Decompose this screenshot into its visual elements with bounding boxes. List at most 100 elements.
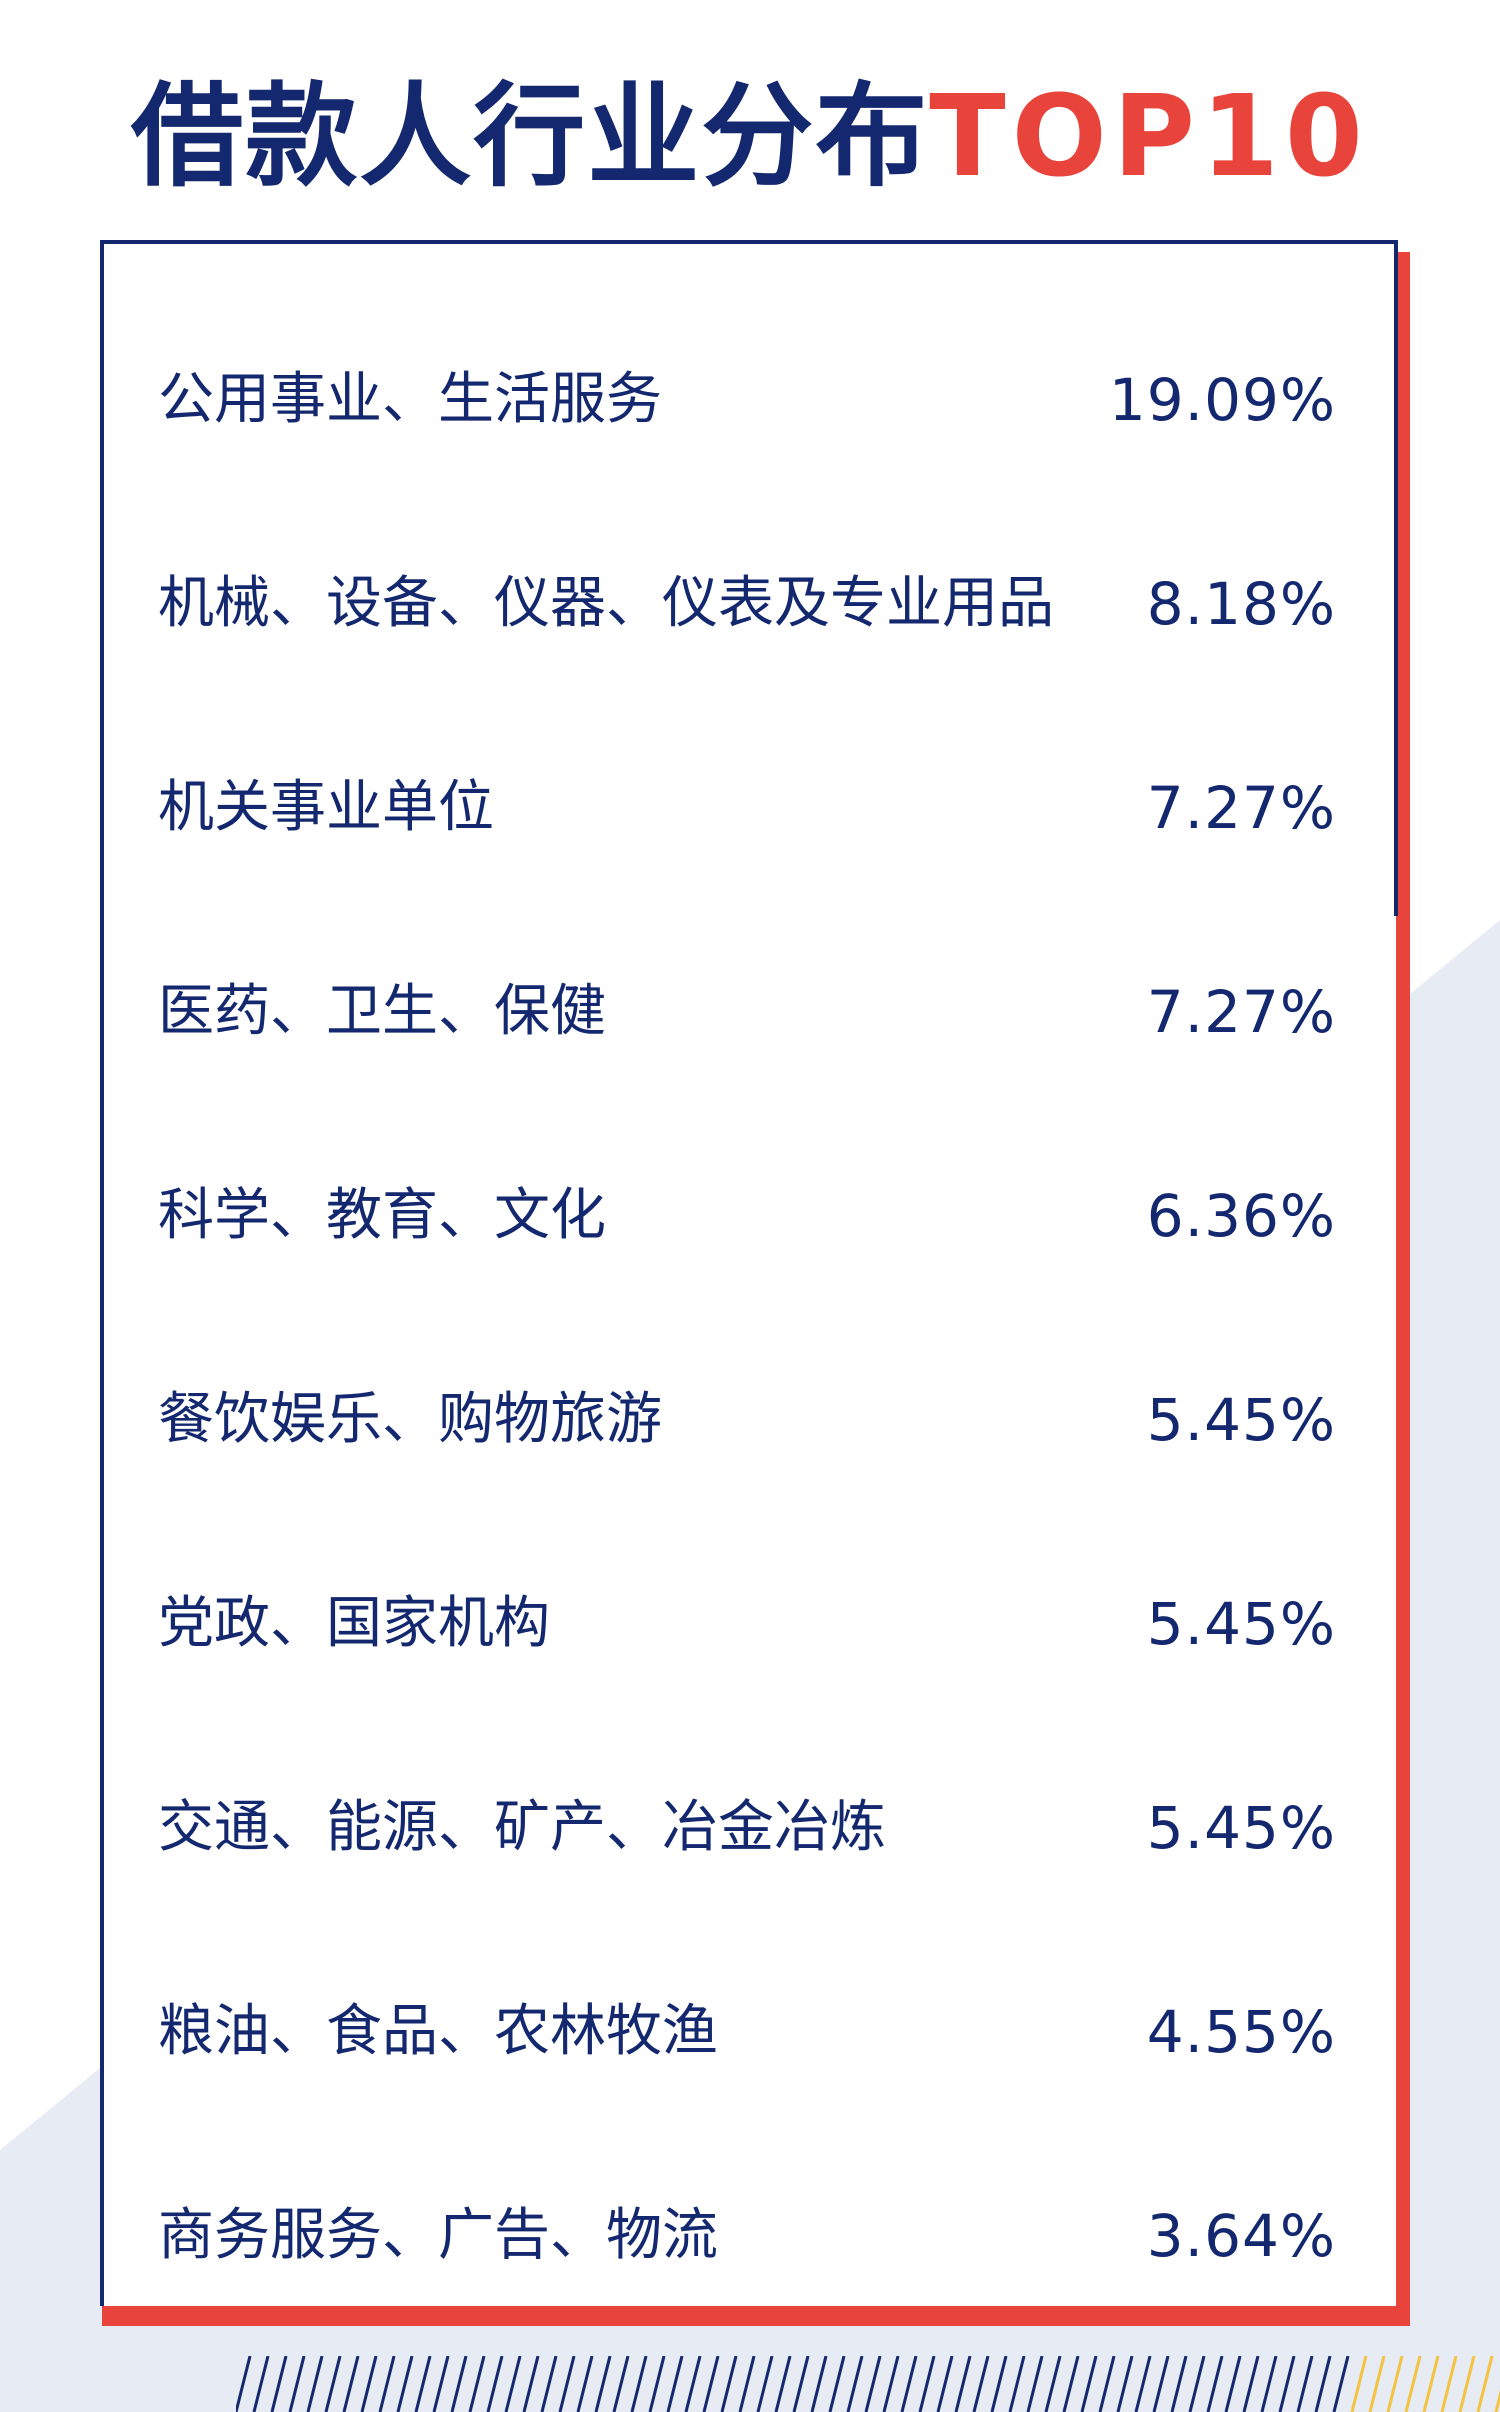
hatch-stripe: [1404, 2356, 1422, 2412]
hatch-stripe: [1476, 2356, 1494, 2412]
hatch-stripe: [414, 2356, 432, 2412]
industry-value: 8.18%: [1146, 570, 1336, 638]
industry-table-card: [100, 240, 1396, 2306]
hatch-stripe: [1062, 2356, 1080, 2412]
hatch-stripe: [1260, 2356, 1278, 2412]
table-row: 商务服务、广告、物流 3.64%: [158, 2134, 1336, 2338]
hatch-stripe: [594, 2356, 612, 2412]
hatch-stripe: [1440, 2356, 1458, 2412]
industry-label: 医药、卫生、保健: [158, 979, 606, 1044]
hatch-stripe: [1152, 2356, 1170, 2412]
hatch-stripe: [666, 2356, 684, 2412]
page-title: 借款人行业分布TOP10: [0, 72, 1500, 202]
hatch-stripe: [900, 2356, 918, 2412]
hatch-stripe: [1116, 2356, 1134, 2412]
hatch-stripe: [648, 2356, 666, 2412]
hatch-stripe: [288, 2356, 306, 2412]
hatch-stripe: [324, 2356, 342, 2412]
hatch-stripe: [1098, 2356, 1116, 2412]
hatch-stripe: [236, 2356, 252, 2412]
hatch-stripe: [936, 2356, 954, 2412]
hatch-stripe: [918, 2356, 936, 2412]
table-row: 餐饮娱乐、购物旅游 5.45%: [158, 1318, 1336, 1522]
hatch-stripe: [702, 2356, 720, 2412]
hatch-stripe: [1494, 2389, 1500, 2412]
hatch-stripe: [1170, 2356, 1188, 2412]
industry-value: 5.45%: [1146, 1794, 1336, 1862]
industry-value: 7.27%: [1146, 978, 1336, 1046]
card-border-accent: [1394, 240, 1398, 916]
hatch-stripe: [1044, 2356, 1062, 2412]
table-row: 机关事业单位 7.27%: [158, 706, 1336, 910]
hatch-stripe: [270, 2356, 288, 2412]
hatch-stripe: [1026, 2356, 1044, 2412]
hatch-stripes-decoration: [236, 2356, 1500, 2412]
industry-label: 科学、教育、文化: [158, 1183, 606, 1248]
table-row: 党政、国家机构 5.45%: [158, 1522, 1336, 1726]
hatch-stripe: [1368, 2356, 1386, 2412]
industry-value: 5.45%: [1146, 1590, 1336, 1658]
industry-label: 粮油、食品、农林牧渔: [158, 1999, 718, 2064]
hatch-stripe: [774, 2356, 792, 2412]
industry-label: 交通、能源、矿产、冶金冶炼: [158, 1795, 886, 1860]
hatch-stripe: [756, 2356, 774, 2412]
hatch-stripe: [1188, 2356, 1206, 2412]
hatch-stripe: [342, 2356, 360, 2412]
hatch-stripe: [954, 2356, 972, 2412]
title-accent: TOP10: [929, 72, 1369, 202]
industry-label: 机械、设备、仪器、仪表及专业用品: [158, 571, 1054, 636]
hatch-stripe: [612, 2356, 630, 2412]
hatch-stripe: [810, 2356, 828, 2412]
hatch-stripe: [864, 2356, 882, 2412]
hatch-stripe: [1458, 2356, 1476, 2412]
hatch-stripe: [558, 2356, 576, 2412]
hatch-stripe: [1422, 2356, 1440, 2412]
hatch-stripe: [972, 2356, 990, 2412]
hatch-stripe: [378, 2356, 396, 2412]
table-row: 公用事业、生活服务 19.09%: [158, 298, 1336, 502]
hatch-stripe: [1350, 2356, 1368, 2412]
industry-value: 4.55%: [1146, 1998, 1336, 2066]
hatch-stripe: [450, 2356, 468, 2412]
hatch-stripe: [252, 2356, 270, 2412]
hatch-stripe: [1278, 2356, 1296, 2412]
industry-value: 5.45%: [1146, 1386, 1336, 1454]
industry-value: 19.09%: [1108, 366, 1336, 434]
table-row: 医药、卫生、保健 7.27%: [158, 910, 1336, 1114]
industry-table: 公用事业、生活服务 19.09% 机械、设备、仪器、仪表及专业用品 8.18% …: [158, 298, 1336, 2338]
industry-label: 商务服务、广告、物流: [158, 2203, 718, 2268]
hatch-stripe: [684, 2356, 702, 2412]
title-main: 借款人行业分布: [131, 72, 930, 202]
hatch-stripe: [738, 2356, 756, 2412]
table-row: 粮油、食品、农林牧渔 4.55%: [158, 1930, 1336, 2134]
hatch-stripe: [882, 2356, 900, 2412]
hatch-stripe: [1134, 2356, 1152, 2412]
industry-value: 6.36%: [1146, 1182, 1336, 1250]
hatch-stripe: [576, 2356, 594, 2412]
hatch-stripe: [1206, 2356, 1224, 2412]
hatch-stripe: [630, 2356, 648, 2412]
hatch-stripe: [1332, 2356, 1350, 2412]
hatch-stripe: [1008, 2356, 1026, 2412]
hatch-stripe: [720, 2356, 738, 2412]
hatch-stripe: [306, 2356, 324, 2412]
industry-value: 7.27%: [1146, 774, 1336, 842]
table-row: 交通、能源、矿产、冶金冶炼 5.45%: [158, 1726, 1336, 1930]
hatch-stripe: [1224, 2356, 1242, 2412]
hatch-stripe: [522, 2356, 540, 2412]
table-row: 科学、教育、文化 6.36%: [158, 1114, 1336, 1318]
hatch-stripe: [828, 2356, 846, 2412]
industry-label: 机关事业单位: [158, 775, 494, 840]
hatch-stripe: [1242, 2356, 1260, 2412]
hatch-stripe: [468, 2356, 486, 2412]
hatch-stripe: [1386, 2356, 1404, 2412]
hatch-stripe: [396, 2356, 414, 2412]
industry-value: 3.64%: [1146, 2202, 1336, 2270]
hatch-stripe: [504, 2356, 522, 2412]
hatch-stripe: [990, 2356, 1008, 2412]
industry-label: 党政、国家机构: [158, 1591, 550, 1656]
hatch-stripe: [360, 2356, 378, 2412]
hatch-stripe: [486, 2356, 504, 2412]
hatch-stripe: [846, 2356, 864, 2412]
hatch-stripe: [432, 2356, 450, 2412]
